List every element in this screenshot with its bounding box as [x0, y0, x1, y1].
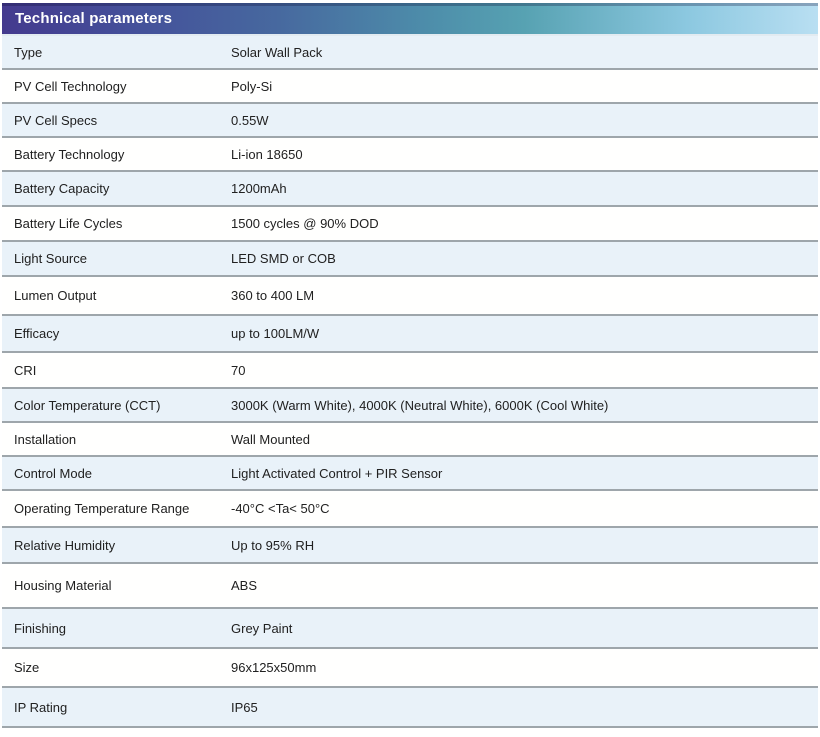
- param-value: ABS: [231, 578, 258, 593]
- table-row: Battery Life Cycles 1500 cycles @ 90% DO…: [2, 207, 818, 242]
- table-row: Relative Humidity Up to 95% RH: [2, 528, 818, 564]
- param-value: Wall Mounted: [231, 431, 310, 447]
- param-value: up to 100LM/W: [231, 326, 320, 341]
- param-label: Finishing: [14, 620, 67, 636]
- table-row: Control Mode Light Activated Control + P…: [2, 457, 818, 491]
- param-label: Type: [14, 44, 43, 60]
- table-row: Light Source LED SMD or COB: [2, 242, 818, 277]
- table-row: Lumen Output 360 to 400 LM: [2, 277, 818, 316]
- table-row: PV Cell Specs 0.55W: [2, 104, 818, 138]
- param-value: IP65: [231, 699, 258, 715]
- param-value: LED SMD or COB: [231, 251, 336, 266]
- param-label: Color Temperature (CCT): [14, 397, 161, 413]
- table-row: Type Solar Wall Pack: [2, 36, 818, 70]
- table-row: Installation Wall Mounted: [2, 423, 818, 457]
- param-value: 0.55W: [231, 112, 269, 128]
- param-value: Solar Wall Pack: [231, 44, 323, 60]
- param-label: Light Source: [14, 251, 87, 266]
- table-row: Efficacy up to 100LM/W: [2, 316, 818, 353]
- table-row: Battery Capacity 1200mAh: [2, 172, 818, 207]
- param-label: Lumen Output: [14, 288, 97, 303]
- param-value: 360 to 400 LM: [231, 288, 315, 303]
- table-row: Color Temperature (CCT) 3000K (Warm Whit…: [2, 389, 818, 423]
- param-value: -40°C <Ta< 50°C: [231, 501, 330, 516]
- param-label: Battery Life Cycles: [14, 216, 123, 231]
- param-label: Relative Humidity: [14, 537, 116, 553]
- table-row: Battery Technology Li-ion 18650: [2, 138, 818, 172]
- table-row: Size 96x125x50mm: [2, 649, 818, 688]
- table-header-title: Technical parameters: [15, 10, 173, 27]
- table-header: Technical parameters: [2, 3, 818, 36]
- param-value: 3000K (Warm White), 4000K (Neutral White…: [231, 397, 609, 413]
- table-row: Operating Temperature Range -40°C <Ta< 5…: [2, 491, 818, 528]
- param-label: Efficacy: [14, 326, 60, 341]
- param-value: Li-ion 18650: [231, 146, 303, 162]
- param-value: 1500 cycles @ 90% DOD: [231, 216, 379, 231]
- param-value: Poly-Si: [231, 78, 273, 94]
- param-label: IP Rating: [14, 699, 68, 715]
- param-value: Grey Paint: [231, 620, 293, 636]
- param-label: Size: [14, 660, 40, 675]
- param-label: Control Mode: [14, 465, 93, 481]
- param-value: 1200mAh: [231, 181, 287, 196]
- param-label: Operating Temperature Range: [14, 501, 190, 516]
- param-label: Housing Material: [14, 578, 112, 593]
- table-row: IP Rating IP65: [2, 688, 818, 728]
- param-label: CRI: [14, 362, 37, 378]
- table-body: Type Solar Wall Pack PV Cell Technology …: [2, 36, 818, 728]
- param-value: Light Activated Control + PIR Sensor: [231, 465, 443, 481]
- param-value: 96x125x50mm: [231, 660, 317, 675]
- param-value: 70: [231, 362, 246, 378]
- param-label: Battery Technology: [14, 146, 125, 162]
- param-label: PV Cell Technology: [14, 78, 127, 94]
- table-row: PV Cell Technology Poly-Si: [2, 70, 818, 104]
- technical-parameters-table: Technical parameters Type Solar Wall Pac…: [2, 3, 818, 728]
- table-row: CRI 70: [2, 353, 818, 389]
- param-label: Battery Capacity: [14, 181, 110, 196]
- param-value: Up to 95% RH: [231, 537, 315, 553]
- param-label: PV Cell Specs: [14, 112, 98, 128]
- table-row: Housing Material ABS: [2, 564, 818, 609]
- param-label: Installation: [14, 431, 77, 447]
- table-row: Finishing Grey Paint: [2, 609, 818, 649]
